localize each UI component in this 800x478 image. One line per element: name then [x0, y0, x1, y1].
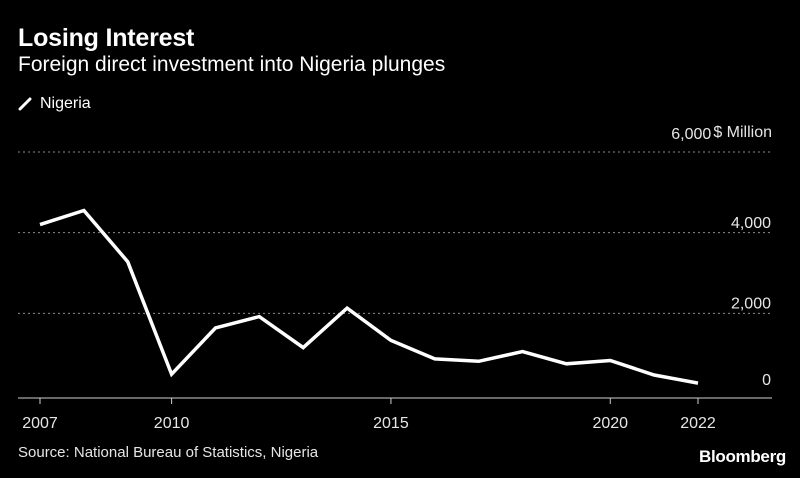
y-tick-label-0: 0 [762, 372, 771, 389]
bloomberg-logo: Bloomberg [698, 447, 786, 466]
chart-subtitle: Foreign direct investment into Nigeria p… [18, 53, 446, 76]
x-tick-label-2020: 2020 [592, 415, 628, 432]
y-axis-unit-label: $ Million [713, 124, 772, 141]
y-tick-label-6000: 6,000 [671, 126, 711, 143]
x-tick-label-2007: 2007 [22, 415, 58, 432]
x-tick-label-2015: 2015 [373, 415, 409, 432]
series-line-nigeria [39, 208, 699, 385]
legend-label-nigeria: Nigeria [40, 95, 91, 112]
y-tick-label-4000: 4,000 [731, 215, 771, 232]
source-note: Source: National Bureau of Statistics, N… [18, 444, 319, 461]
x-tick-label-2010: 2010 [154, 415, 190, 432]
chart-title: Losing Interest [18, 24, 195, 52]
legend: Nigeria [18, 95, 91, 113]
y-tick-label-2000: 2,000 [731, 296, 771, 313]
legend-line-icon [18, 97, 32, 111]
x-tick-label-2022: 2022 [680, 415, 716, 432]
